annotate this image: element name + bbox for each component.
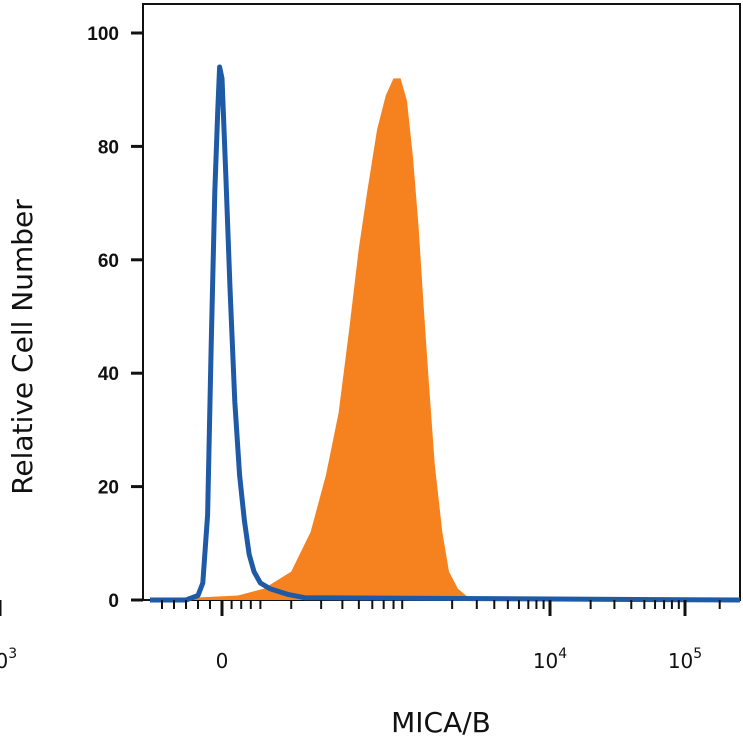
series-layer — [150, 64, 741, 603]
series-1-outline-histogram — [150, 64, 741, 603]
y-tick-label: 40 — [98, 364, 119, 385]
x-axis-title: MICA/B — [391, 706, 491, 739]
x-tick-label: 104 — [533, 646, 567, 673]
x-tick-label: 0 — [216, 649, 229, 673]
x-minor-ticks — [161, 600, 721, 609]
y-axis-ticks: 0 20 40 60 80 100 — [87, 24, 143, 612]
series-0-filled-histogram — [150, 78, 740, 600]
y-axis-title: Relative Cell Number — [6, 199, 39, 495]
y-tick-label: 60 — [98, 251, 119, 272]
x-tick-label: 105 — [668, 646, 702, 673]
y-tick-label: 80 — [98, 137, 119, 158]
y-tick-label: 100 — [87, 24, 119, 45]
y-tick-label: 0 — [108, 591, 119, 612]
y-tick-label: 20 — [98, 478, 119, 499]
x-tick-label: 103 — [0, 646, 17, 673]
x-axis-ticks: 0 103 104 105 — [0, 600, 702, 673]
